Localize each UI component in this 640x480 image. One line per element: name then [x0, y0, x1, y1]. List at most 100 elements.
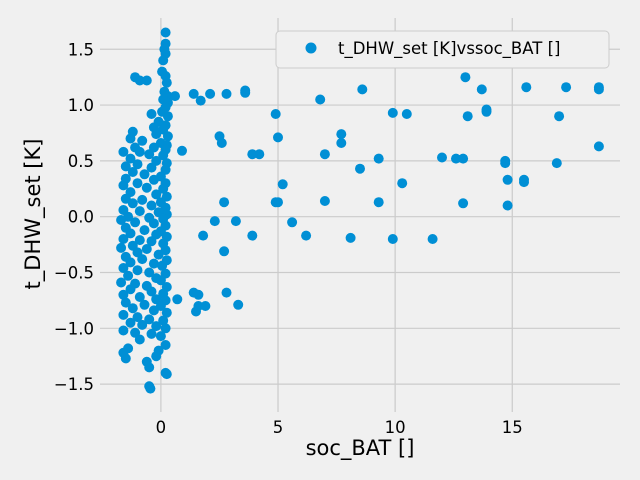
- data-point: [193, 301, 204, 311]
- data-point: [145, 383, 156, 394]
- data-point: [355, 163, 365, 174]
- data-point: [132, 265, 143, 276]
- data-point: [118, 325, 129, 336]
- data-point: [116, 242, 127, 253]
- data-point: [118, 180, 129, 191]
- data-point: [216, 138, 227, 148]
- data-point: [500, 158, 511, 169]
- data-point: [118, 309, 129, 320]
- y-tick-label: −0.5: [54, 263, 94, 282]
- data-point: [481, 106, 492, 117]
- data-point: [146, 162, 157, 173]
- data-point: [151, 189, 162, 200]
- data-point: [209, 216, 220, 227]
- data-point: [158, 150, 169, 161]
- data-point: [273, 132, 283, 143]
- data-point: [120, 161, 131, 172]
- data-point: [451, 153, 461, 164]
- data-point: [144, 314, 155, 325]
- data-point: [593, 84, 604, 95]
- x-tick-label: 15: [502, 418, 523, 437]
- data-point: [125, 257, 136, 268]
- data-point: [161, 307, 172, 318]
- data-point: [387, 107, 398, 118]
- x-tick-label: 0: [156, 418, 167, 437]
- data-point: [116, 215, 127, 225]
- x-tick-label: 10: [385, 418, 406, 437]
- data-point: [141, 244, 152, 254]
- data-point: [155, 275, 166, 286]
- data-point: [188, 88, 199, 99]
- data-point: [247, 149, 258, 160]
- data-point: [160, 27, 171, 38]
- data-point: [219, 197, 230, 208]
- y-tick-label: 0.5: [68, 152, 94, 171]
- data-point: [146, 236, 157, 247]
- data-point: [134, 75, 145, 86]
- data-point: [336, 138, 347, 148]
- y-tick-label: −1.5: [54, 375, 94, 394]
- data-point: [319, 196, 330, 206]
- data-point: [125, 153, 136, 164]
- data-point: [158, 183, 169, 194]
- y-tick-label: −1.0: [54, 319, 94, 338]
- data-point: [521, 82, 532, 93]
- data-point: [139, 169, 150, 180]
- data-point: [137, 319, 148, 330]
- data-point: [118, 146, 129, 157]
- data-point: [130, 217, 141, 228]
- data-point: [427, 234, 438, 244]
- data-point: [120, 353, 131, 364]
- data-point: [127, 167, 138, 177]
- data-point: [160, 323, 171, 334]
- data-point: [401, 109, 412, 119]
- data-point: [153, 249, 164, 260]
- data-point: [134, 292, 145, 302]
- x-axis-label: soc_BAT []: [306, 436, 415, 461]
- y-tick-label: 1.5: [68, 40, 94, 59]
- data-point: [137, 194, 148, 205]
- data-point: [301, 230, 312, 241]
- data-point: [146, 328, 157, 339]
- data-point: [141, 75, 152, 86]
- data-point: [146, 109, 157, 119]
- data-point: [139, 299, 150, 310]
- data-point: [254, 149, 265, 160]
- data-point: [177, 145, 187, 156]
- x-tick-label: 5: [273, 418, 284, 437]
- data-point: [519, 177, 529, 188]
- data-point: [134, 206, 145, 217]
- data-point: [551, 158, 562, 169]
- data-point: [200, 301, 211, 311]
- data-point: [146, 286, 157, 297]
- data-point: [155, 331, 166, 342]
- data-point: [148, 218, 159, 229]
- data-point: [127, 303, 138, 314]
- data-point: [151, 351, 162, 362]
- data-point: [502, 200, 513, 211]
- data-point: [161, 77, 172, 88]
- data-point: [205, 88, 216, 99]
- data-point: [125, 133, 136, 144]
- data-point: [123, 270, 134, 281]
- data-point: [139, 225, 150, 236]
- data-point: [230, 216, 241, 227]
- data-point: [387, 234, 398, 244]
- data-point: [287, 217, 298, 228]
- y-tick-label: 1.0: [68, 96, 94, 115]
- data-point: [148, 174, 159, 185]
- legend: t_DHW_set [K]vssoc_BAT []: [275, 30, 610, 69]
- data-point: [460, 72, 471, 83]
- y-tick-labels: −1.5 −1.0 −0.5 0.0 0.5 1.0 1.5: [54, 40, 94, 394]
- y-axis-label: t_DHW_set [K]: [21, 139, 46, 290]
- data-point: [162, 131, 173, 142]
- data-point: [221, 287, 232, 298]
- data-point: [137, 135, 148, 146]
- data-point: [458, 198, 469, 209]
- data-point: [593, 141, 604, 152]
- data-point: [132, 312, 143, 323]
- data-point: [240, 87, 251, 98]
- data-point: [134, 334, 145, 345]
- data-point: [148, 305, 159, 316]
